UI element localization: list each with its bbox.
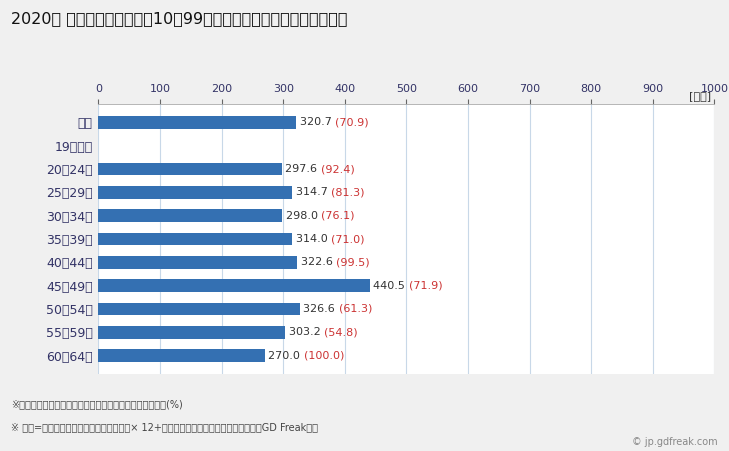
Bar bbox=[98, 279, 370, 292]
Text: 320.7: 320.7 bbox=[300, 117, 335, 128]
Bar bbox=[98, 349, 265, 362]
Text: 326.6: 326.6 bbox=[303, 304, 338, 314]
Text: 270.0: 270.0 bbox=[268, 350, 304, 361]
Text: (70.9): (70.9) bbox=[335, 117, 369, 128]
Text: 322.6: 322.6 bbox=[301, 258, 336, 267]
Text: (81.3): (81.3) bbox=[332, 188, 364, 198]
Text: (71.0): (71.0) bbox=[331, 234, 364, 244]
Text: 440.5: 440.5 bbox=[373, 281, 409, 290]
Text: ※（）内は域内の同業種・同年齢層の平均所得に対する比(%): ※（）内は域内の同業種・同年齢層の平均所得に対する比(%) bbox=[11, 399, 183, 409]
Text: ※ 年収=「きまって支給する現金給与額」× 12+「年間賞与その他特別給与額」としてGD Freak推計: ※ 年収=「きまって支給する現金給与額」× 12+「年間賞与その他特別給与額」と… bbox=[11, 422, 318, 432]
Text: 314.7: 314.7 bbox=[296, 188, 332, 198]
Text: 314.0: 314.0 bbox=[295, 234, 331, 244]
Text: (99.5): (99.5) bbox=[336, 258, 370, 267]
Text: 2020年 民間企業（従業者数10〜99人）フルタイム労働者の平均年収: 2020年 民間企業（従業者数10〜99人）フルタイム労働者の平均年収 bbox=[11, 11, 348, 26]
Text: 298.0: 298.0 bbox=[286, 211, 321, 221]
Text: (71.9): (71.9) bbox=[409, 281, 443, 290]
Text: (100.0): (100.0) bbox=[304, 350, 344, 361]
Text: © jp.gdfreak.com: © jp.gdfreak.com bbox=[633, 437, 718, 447]
Text: (54.8): (54.8) bbox=[324, 327, 358, 337]
Text: (76.1): (76.1) bbox=[321, 211, 355, 221]
Bar bbox=[98, 233, 292, 245]
Bar bbox=[98, 163, 281, 175]
Bar bbox=[98, 326, 285, 339]
Bar bbox=[98, 303, 300, 315]
Text: (92.4): (92.4) bbox=[321, 164, 355, 174]
Text: 297.6: 297.6 bbox=[286, 164, 321, 174]
Bar bbox=[98, 116, 296, 129]
Bar bbox=[98, 256, 297, 269]
Bar bbox=[98, 209, 282, 222]
Text: 303.2: 303.2 bbox=[289, 327, 324, 337]
Text: (61.3): (61.3) bbox=[338, 304, 372, 314]
Text: [万円]: [万円] bbox=[689, 92, 711, 101]
Bar bbox=[98, 186, 292, 199]
